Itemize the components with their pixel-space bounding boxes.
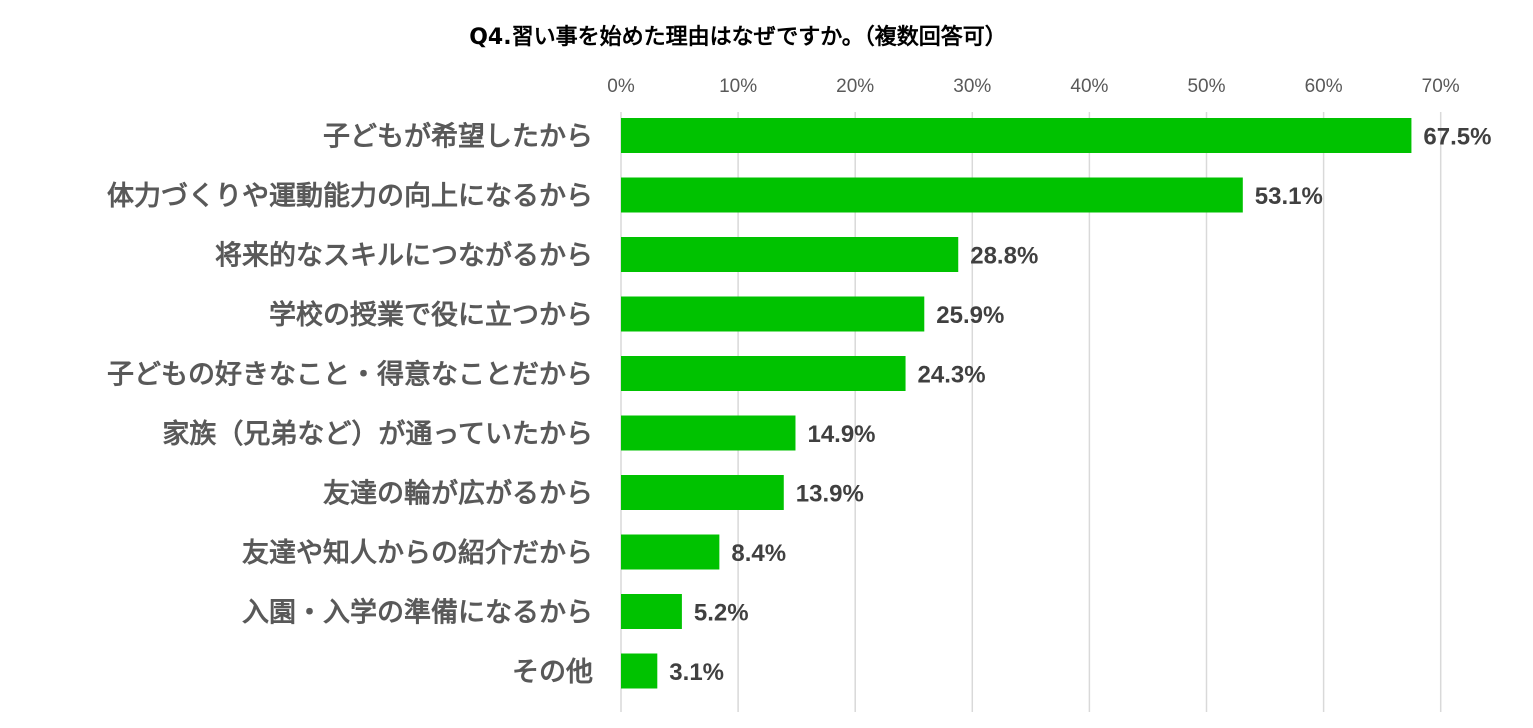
- category-label: 友達の輪が広がるから: [323, 478, 593, 510]
- bar-1: [621, 177, 1243, 213]
- bar-9: [621, 653, 658, 689]
- category-label: 入園・入学の準備になるから: [242, 597, 593, 629]
- bars: [621, 118, 1412, 689]
- category-label: 体力づくりや運動能力の向上になるから: [107, 180, 593, 212]
- x-tick-label: 70%: [1422, 76, 1460, 97]
- data-label: 53.1%: [1255, 183, 1323, 210]
- chart-title: Q4.習い事を始めた理由はなぜですか。（複数回答可）: [469, 24, 1007, 50]
- category-label: 学校の授業で役に立つから: [269, 299, 593, 331]
- data-label: 5.2%: [694, 600, 749, 627]
- category-label: 友達や知人からの紹介だから: [242, 537, 593, 569]
- bar-7: [621, 534, 720, 570]
- bar-0: [621, 118, 1412, 153]
- data-label: 24.3%: [918, 362, 986, 389]
- category-label: 家族（兄弟など）が通っていたから: [162, 418, 593, 450]
- data-label: 3.1%: [669, 659, 724, 686]
- category-label: 将来的なスキルにつながるから: [215, 240, 593, 272]
- category-label: 子どもが希望したから: [323, 121, 593, 153]
- x-tick-label: 0%: [607, 76, 635, 97]
- x-axis-ticks: 0% 10% 20% 30% 40% 50% 60% 70%: [607, 76, 1460, 97]
- x-tick-label: 20%: [836, 76, 874, 97]
- x-tick-label: 40%: [1070, 76, 1108, 97]
- data-label: 14.9%: [807, 421, 875, 448]
- data-labels: 67.5% 53.1% 28.8% 25.9% 24.3% 14.9% 13.9% 8.4% 5…: [669, 124, 1491, 687]
- data-label: 13.9%: [796, 481, 864, 508]
- bar-8: [621, 594, 682, 629]
- x-tick-label: 30%: [953, 76, 991, 97]
- category-label: その他: [512, 657, 593, 688]
- data-label: 25.9%: [936, 302, 1004, 329]
- x-tick-label: 50%: [1187, 76, 1225, 97]
- bar-2: [621, 237, 959, 272]
- x-tick-label: 10%: [719, 76, 757, 97]
- bar-4: [621, 356, 906, 391]
- x-tick-label: 60%: [1305, 76, 1343, 97]
- category-labels: 子どもが希望したから体力づくりや運動能力の向上になるから将来的なスキルにつながる…: [107, 121, 593, 689]
- bar-5: [621, 415, 796, 451]
- data-label: 28.8%: [970, 243, 1038, 270]
- bar-6: [621, 475, 784, 510]
- bar-3: [621, 296, 925, 332]
- category-label: 子どもの好きなこと・得意なことだから: [107, 359, 593, 391]
- data-label: 67.5%: [1423, 124, 1491, 151]
- data-label: 8.4%: [731, 540, 786, 567]
